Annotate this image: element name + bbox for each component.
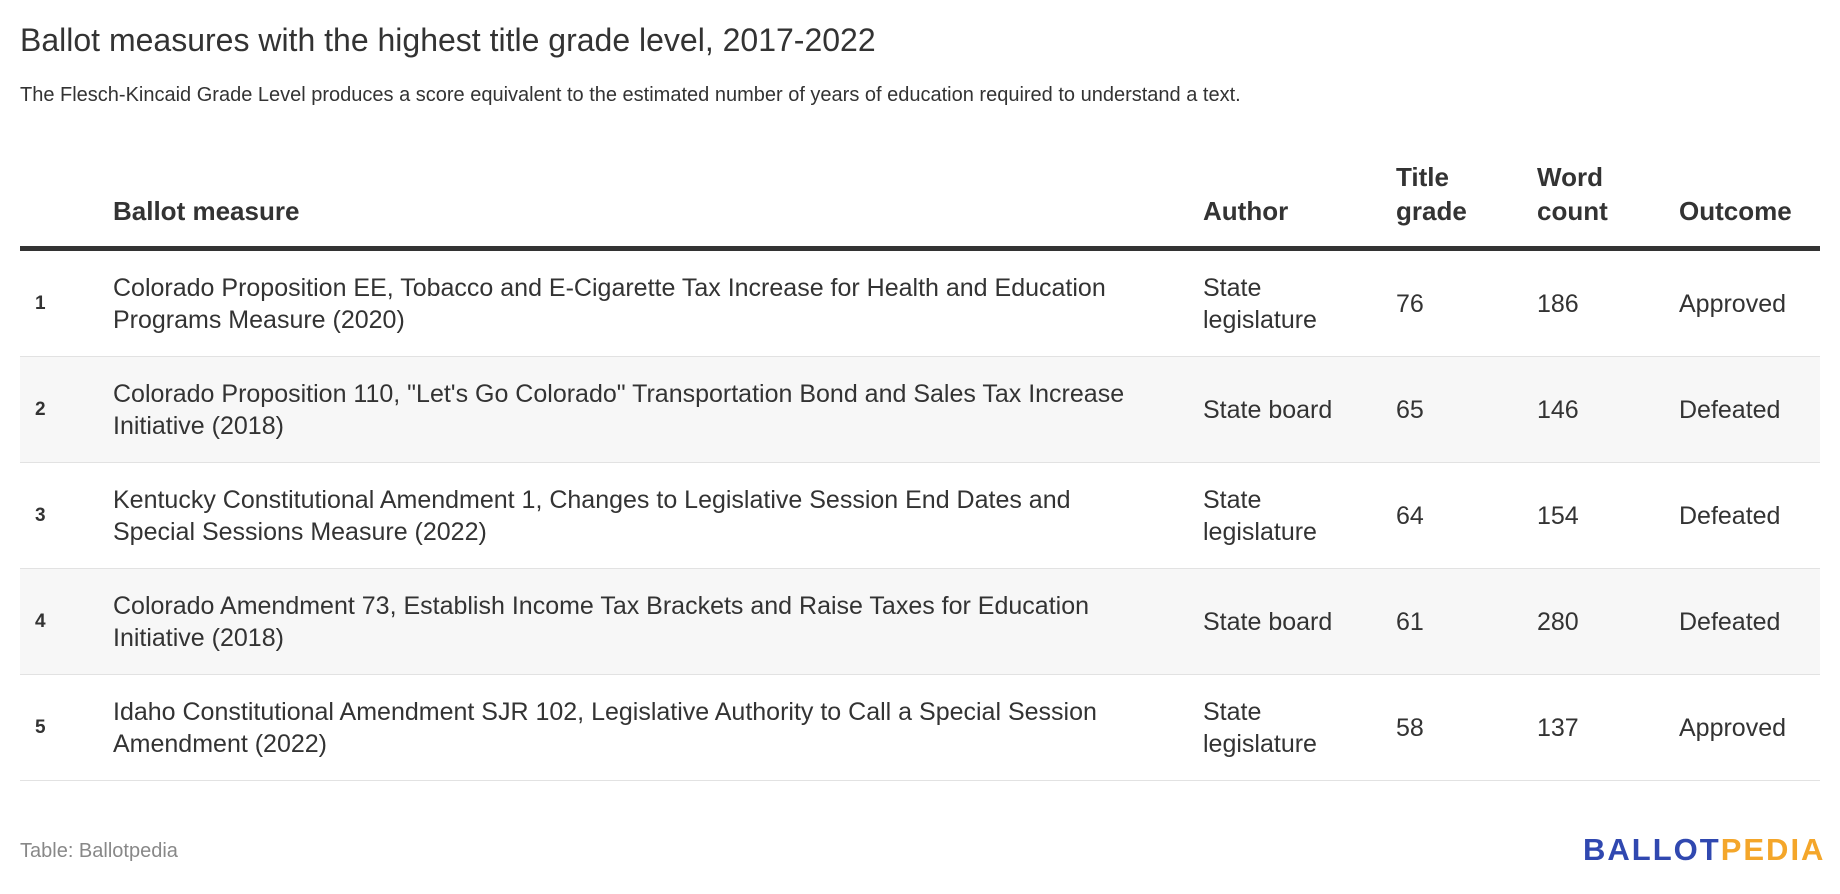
col-author: Author	[1203, 160, 1396, 251]
word-count-cell: 280	[1537, 568, 1679, 675]
word-count-cell: 146	[1537, 356, 1679, 463]
table-row: 5 Idaho Constitutional Amendment SJR 102,…	[20, 674, 1820, 781]
author-cell: State board	[1203, 356, 1396, 463]
col-title-grade: Title grade	[1396, 160, 1537, 251]
col-ballot-measure: Ballot measure	[113, 160, 1203, 251]
table-subtitle: The Flesch-Kincaid Grade Level produces …	[20, 84, 1241, 106]
outcome-cell: Defeated	[1679, 462, 1820, 569]
title-grade-cell: 64	[1396, 462, 1537, 569]
rank-cell: 5	[20, 674, 113, 781]
table-row: 3 Kentucky Constitutional Amendment 1, Ch…	[20, 462, 1820, 569]
header-row: Ballot measure Author Title grade Word c…	[20, 160, 1820, 251]
author-cell: State board	[1203, 568, 1396, 675]
table-title: Ballot measures with the highest title g…	[20, 22, 876, 58]
measure-cell: Colorado Proposition 110, "Let's Go Colo…	[113, 356, 1203, 463]
ballotpedia-logo: BALLOTPEDIA	[1583, 832, 1826, 867]
title-grade-cell: 65	[1396, 356, 1537, 463]
rank-cell: 2	[20, 356, 113, 463]
measure-cell: Colorado Amendment 73, Establish Income …	[113, 568, 1203, 675]
outcome-cell: Defeated	[1679, 356, 1820, 463]
outcome-cell: Approved	[1679, 248, 1820, 357]
rank-cell: 3	[20, 462, 113, 569]
col-outcome: Outcome	[1679, 160, 1820, 251]
col-rank	[20, 160, 113, 251]
word-count-cell: 186	[1537, 248, 1679, 357]
rank-cell: 1	[20, 248, 113, 357]
table-row: 4 Colorado Amendment 73, Establish Income…	[20, 568, 1820, 675]
author-cell: State legislature	[1203, 462, 1396, 569]
author-cell: State legislature	[1203, 248, 1396, 357]
measure-cell: Idaho Constitutional Amendment SJR 102, …	[113, 674, 1203, 781]
title-grade-cell: 58	[1396, 674, 1537, 781]
rank-cell: 4	[20, 568, 113, 675]
word-count-cell: 137	[1537, 674, 1679, 781]
outcome-cell: Approved	[1679, 674, 1820, 781]
source-note: Table: Ballotpedia	[20, 840, 178, 862]
word-count-cell: 154	[1537, 462, 1679, 569]
measure-cell: Colorado Proposition EE, Tobacco and E-C…	[113, 248, 1203, 357]
author-cell: State legislature	[1203, 674, 1396, 781]
title-grade-cell: 61	[1396, 568, 1537, 675]
title-grade-cell: 76	[1396, 248, 1537, 357]
table-row: 2 Colorado Proposition 110, "Let's Go Col…	[20, 356, 1820, 463]
measure-cell: Kentucky Constitutional Amendment 1, Cha…	[113, 462, 1203, 569]
ballot-measures-table: Ballot measure Author Title grade Word c…	[20, 160, 1820, 781]
table-row: 1 Colorado Proposition EE, Tobacco and E-…	[20, 248, 1820, 357]
col-word-count: Word count	[1537, 160, 1679, 251]
outcome-cell: Defeated	[1679, 568, 1820, 675]
